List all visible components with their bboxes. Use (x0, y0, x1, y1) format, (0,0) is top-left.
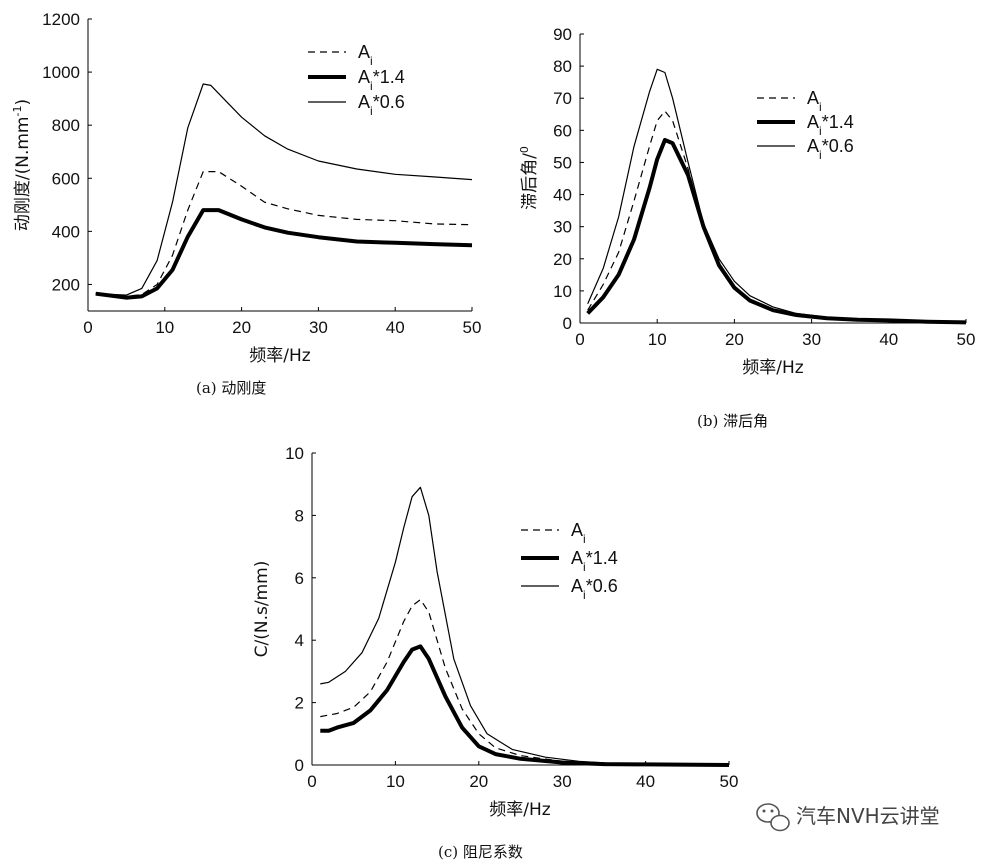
x-tick-label: 30 (802, 330, 821, 349)
legend-entry-label: Ai*0.6 (571, 576, 618, 602)
y-tick-label: 600 (52, 169, 80, 188)
series-line-dashed (320, 598, 730, 766)
x-tick-label: 50 (957, 330, 976, 349)
series-line-dashed (95, 171, 473, 297)
y-tick-label: 60 (553, 121, 572, 140)
x-tick-label: 40 (636, 772, 655, 791)
x-tick-label: 0 (307, 772, 316, 791)
x-tick-label: 50 (463, 318, 482, 337)
series-line-thin (320, 486, 730, 766)
y-axis-label: 滞后角/0 (518, 146, 540, 210)
x-tick-label: 30 (309, 318, 328, 337)
y-tick-label: 10 (285, 444, 304, 463)
watermark-text: 汽车NVH云讲堂 (796, 804, 940, 828)
chart-caption: (b) 滞后角 (697, 412, 768, 430)
y-axis-label: C/(N.s/mm) (252, 561, 272, 658)
y-tick-label: 90 (553, 25, 572, 44)
y-tick-label: 6 (295, 569, 304, 588)
legend-entry-label: Ai (571, 520, 586, 546)
x-axis-label: 频率/Hz (249, 346, 311, 366)
y-tick-label: 400 (52, 222, 80, 241)
y-tick-label: 50 (553, 153, 572, 172)
x-tick-label: 20 (469, 772, 488, 791)
wechat-icon (756, 803, 790, 832)
y-tick-label: 10 (553, 282, 572, 301)
x-tick-label: 30 (553, 772, 572, 791)
x-axis-label: 频率/Hz (742, 358, 804, 378)
y-tick-label: 0 (563, 314, 572, 333)
legend-entry-label: Ai*1.4 (571, 548, 618, 574)
legend-entry-label: Ai (358, 42, 373, 68)
chart-caption: (c) 阻尼系数 (438, 843, 523, 861)
y-tick-label: 4 (295, 631, 304, 650)
x-axis-label: 频率/Hz (489, 800, 551, 820)
x-tick-label: 20 (725, 330, 744, 349)
x-tick-label: 10 (386, 772, 405, 791)
y-tick-label: 0 (295, 756, 304, 775)
y-tick-label: 1000 (42, 63, 80, 82)
y-tick-label: 200 (52, 275, 80, 294)
chart-lag-angle: 0 10 20 30 40 50 0 10 20 30 40 50 60 70 80 90 AiAi*1.4Ai… (518, 25, 975, 430)
x-tick-label: 50 (720, 772, 739, 791)
legend-entry-label: Ai*0.6 (358, 92, 405, 118)
y-tick-label: 8 (295, 506, 304, 525)
y-tick-label: 20 (553, 250, 572, 269)
legend-entry-label: Ai (807, 88, 822, 114)
chart-caption: (a) 动刚度 (196, 379, 266, 397)
legend-entry-label: Ai*0.6 (807, 136, 854, 162)
x-tick-label: 40 (386, 318, 405, 337)
y-tick-label: 30 (553, 218, 572, 237)
legend-entry-label: Ai*1.4 (807, 112, 854, 138)
y-tick-label: 80 (553, 57, 572, 76)
chart-dynamic-stiffness: 0 10 20 30 40 50 200 400 600 800 1000 1200 AiAi*1.4A… (11, 10, 481, 397)
legend-entry-label: Ai*1.4 (358, 67, 405, 93)
x-tick-label: 40 (879, 330, 898, 349)
x-tick-label: 0 (575, 330, 584, 349)
series-line-thin (95, 83, 473, 296)
series-line-thick (586, 138, 967, 325)
x-tick-label: 10 (648, 330, 667, 349)
y-tick-label: 1200 (42, 10, 80, 29)
x-tick-label: 10 (155, 318, 174, 337)
series-line-thick (320, 644, 730, 767)
y-tick-label: 70 (553, 89, 572, 108)
y-tick-label: 2 (295, 694, 304, 713)
x-tick-label: 0 (83, 318, 92, 337)
series-line-dashed (587, 110, 967, 323)
x-tick-label: 20 (232, 318, 251, 337)
watermark: 汽车NVH云讲堂 (756, 803, 940, 832)
series-line-thin (587, 68, 967, 323)
y-axis-label: 动刚度/(N.mm-1) (11, 99, 33, 231)
y-tick-label: 40 (553, 186, 572, 205)
series-line-thick (95, 208, 473, 300)
y-tick-label: 800 (52, 116, 80, 135)
